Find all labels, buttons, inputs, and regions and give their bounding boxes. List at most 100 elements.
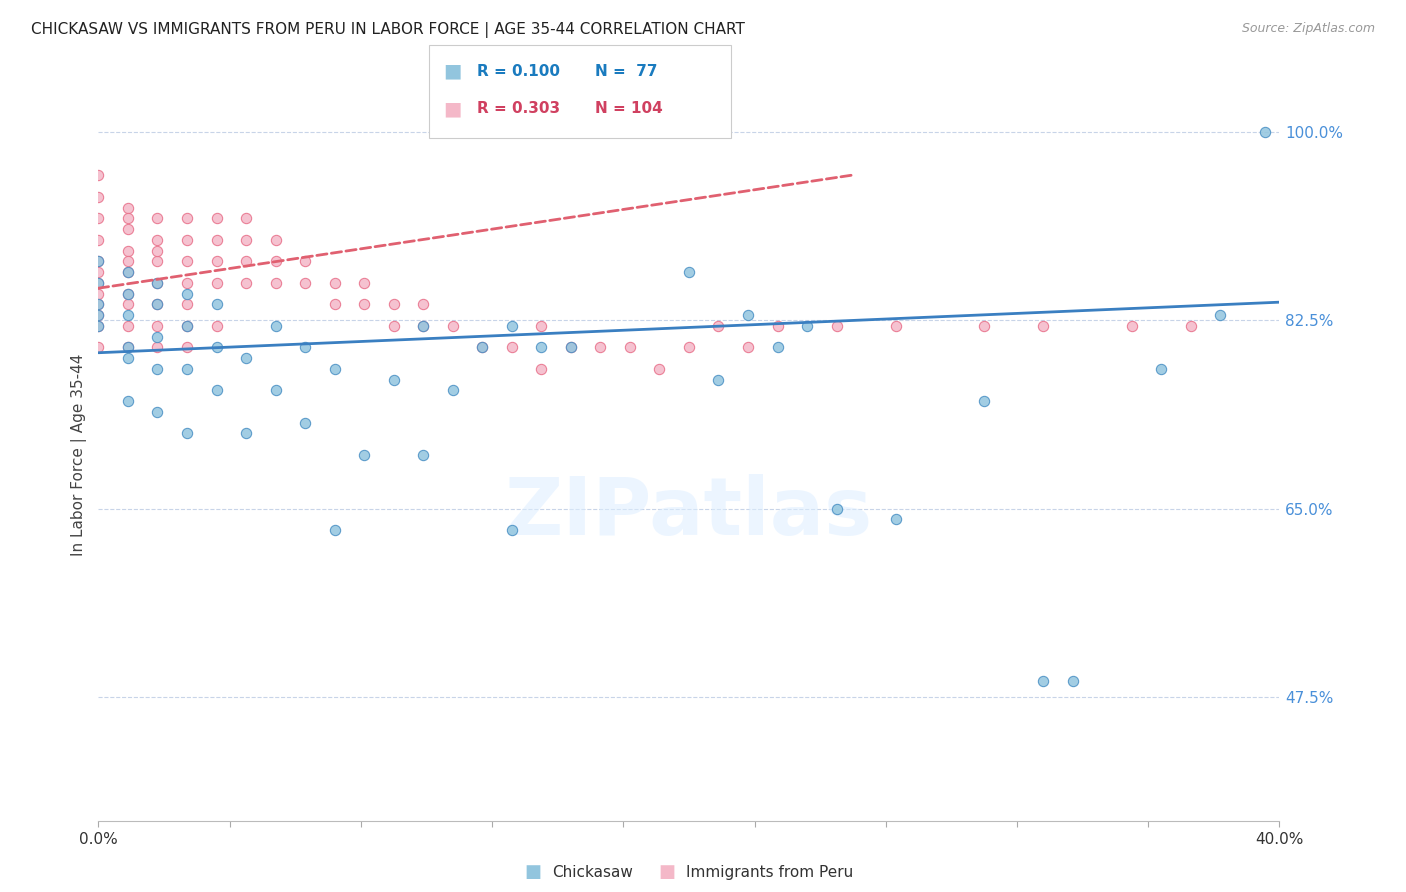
Point xyxy=(87,286,110,301)
Point xyxy=(176,254,198,268)
Point xyxy=(353,448,375,462)
Text: Source: ZipAtlas.com: Source: ZipAtlas.com xyxy=(1241,22,1375,36)
Point xyxy=(176,318,198,333)
Point xyxy=(146,340,169,354)
Point xyxy=(235,233,257,247)
Point xyxy=(441,384,464,398)
Point xyxy=(117,318,139,333)
Point xyxy=(1150,362,1173,376)
Point xyxy=(501,318,523,333)
Point xyxy=(412,448,434,462)
Point xyxy=(382,318,405,333)
Point xyxy=(146,244,169,258)
Text: ZIPatlas: ZIPatlas xyxy=(505,475,873,552)
Point xyxy=(117,211,139,226)
Text: ■: ■ xyxy=(443,62,461,81)
Point xyxy=(117,254,139,268)
Point xyxy=(87,318,110,333)
Point xyxy=(235,351,257,365)
Point xyxy=(87,318,110,333)
Point xyxy=(501,523,523,537)
Point xyxy=(589,340,612,354)
Point xyxy=(87,190,110,204)
Point xyxy=(264,276,287,290)
Point xyxy=(382,373,405,387)
Point xyxy=(294,416,316,430)
Point xyxy=(87,276,110,290)
Point xyxy=(382,297,405,311)
Point xyxy=(323,276,346,290)
Point xyxy=(205,254,228,268)
Text: ■: ■ xyxy=(658,863,675,881)
Point xyxy=(117,394,139,409)
Point xyxy=(264,318,287,333)
Point xyxy=(87,276,110,290)
Point xyxy=(412,297,434,311)
Point xyxy=(205,276,228,290)
Point xyxy=(87,233,110,247)
Point xyxy=(530,362,553,376)
Point xyxy=(825,318,848,333)
Point xyxy=(146,405,169,419)
Point xyxy=(560,340,582,354)
Point xyxy=(530,318,553,333)
Point xyxy=(678,265,700,279)
Point xyxy=(117,286,139,301)
Point xyxy=(323,362,346,376)
Point xyxy=(146,276,169,290)
Point xyxy=(1062,673,1084,688)
Point xyxy=(264,254,287,268)
Point xyxy=(678,340,700,354)
Point xyxy=(737,340,759,354)
Point xyxy=(471,340,494,354)
Point xyxy=(146,297,169,311)
Point xyxy=(707,373,730,387)
Y-axis label: In Labor Force | Age 35-44: In Labor Force | Age 35-44 xyxy=(72,354,87,556)
Point xyxy=(176,318,198,333)
Text: ■: ■ xyxy=(524,863,541,881)
Point xyxy=(205,233,228,247)
Point xyxy=(235,211,257,226)
Point xyxy=(1254,125,1277,139)
Point xyxy=(117,340,139,354)
Point xyxy=(87,168,110,182)
Point xyxy=(205,318,228,333)
Point xyxy=(205,340,228,354)
Point xyxy=(235,426,257,441)
Point xyxy=(796,318,818,333)
Point xyxy=(294,340,316,354)
Point xyxy=(176,211,198,226)
Point xyxy=(530,340,553,354)
Point xyxy=(441,318,464,333)
Point xyxy=(146,211,169,226)
Point xyxy=(560,340,582,354)
Text: R = 0.303: R = 0.303 xyxy=(477,102,560,116)
Point xyxy=(176,340,198,354)
Point xyxy=(146,329,169,343)
Point xyxy=(294,276,316,290)
Point xyxy=(117,286,139,301)
Point xyxy=(117,222,139,236)
Point xyxy=(973,394,995,409)
Point xyxy=(117,265,139,279)
Point xyxy=(87,254,110,268)
Point xyxy=(117,351,139,365)
Point xyxy=(87,211,110,226)
Point xyxy=(176,362,198,376)
Text: N =  77: N = 77 xyxy=(595,64,657,78)
Point xyxy=(146,254,169,268)
Point xyxy=(264,384,287,398)
Point xyxy=(117,340,139,354)
Point xyxy=(146,233,169,247)
Point xyxy=(176,286,198,301)
Point xyxy=(146,318,169,333)
Point xyxy=(117,308,139,322)
Point xyxy=(471,340,494,354)
Point xyxy=(117,297,139,311)
Point xyxy=(235,276,257,290)
Point xyxy=(117,201,139,215)
Point xyxy=(146,297,169,311)
Point xyxy=(1209,308,1232,322)
Point xyxy=(264,233,287,247)
Point xyxy=(117,244,139,258)
